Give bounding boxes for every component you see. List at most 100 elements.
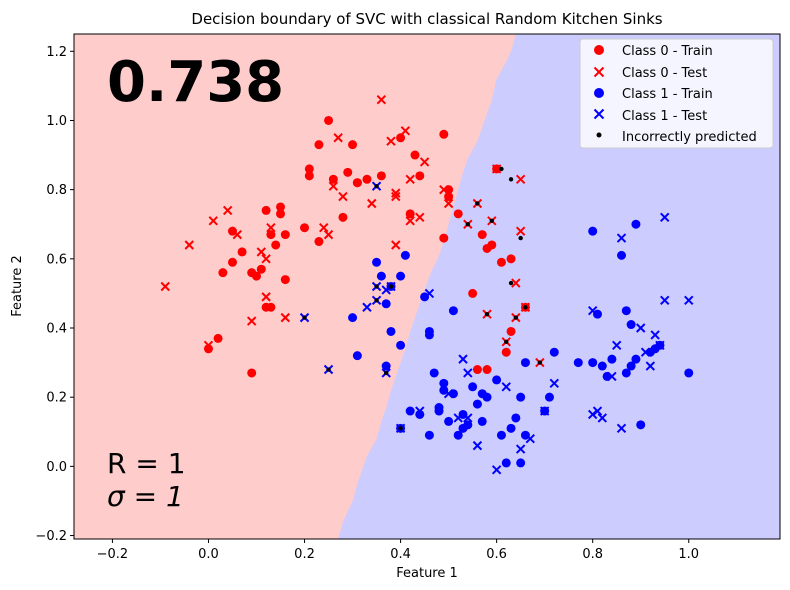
chart-title: Decision boundary of SVC with classical … — [191, 10, 662, 28]
y-tick-label: 0.0 — [46, 460, 67, 475]
point-class-0-train-38 — [439, 233, 449, 243]
point-class-1-test-22 — [539, 406, 550, 416]
point-class-1-test-17 — [472, 440, 483, 451]
point-incorrectly-predicted-13 — [504, 339, 509, 345]
point-class-1-test-23 — [549, 378, 559, 389]
point-class-0-train-3 — [227, 257, 237, 267]
point-class-0-train-20 — [304, 164, 314, 174]
point-class-1-test-20 — [515, 444, 526, 454]
x-tick-label: 0.8 — [582, 547, 603, 562]
point-class-0-test-14 — [328, 181, 339, 191]
r-annotation: R = 1 — [107, 447, 186, 480]
point-class-0-train-26 — [338, 212, 348, 222]
point-incorrectly-predicted-5 — [383, 370, 389, 376]
point-class-1-train-45 — [544, 392, 554, 402]
point-class-1-train-42 — [520, 358, 530, 368]
point-class-1-test-29 — [611, 340, 622, 351]
point-class-1-train-53 — [607, 354, 617, 364]
legend-marker-incorrect — [596, 132, 602, 138]
point-class-1-test-16 — [463, 413, 473, 423]
point-class-1-train-49 — [588, 358, 598, 368]
legend-box — [579, 38, 774, 149]
point-class-1-train-9 — [396, 271, 406, 281]
point-class-1-train-6 — [386, 326, 396, 336]
plot-frame — [73, 33, 781, 540]
point-class-0-train-11 — [261, 205, 271, 215]
point-class-0-train-47 — [487, 240, 497, 250]
point-class-0-train-23 — [314, 237, 324, 247]
point-incorrectly-predicted-8 — [465, 222, 471, 227]
point-class-1-test-35 — [650, 330, 660, 340]
point-class-1-test-39 — [684, 295, 694, 306]
y-axis-label: Feature 2 — [10, 255, 25, 317]
point-incorrectly-predicted-0 — [302, 315, 307, 320]
sigma-annotation: σ = 1 — [107, 480, 184, 513]
point-class-1-test-32 — [636, 323, 646, 333]
point-class-1-train-36 — [496, 430, 506, 440]
point-class-1-test-18 — [491, 465, 502, 475]
point-class-1-train-31 — [472, 399, 482, 409]
legend-marker-class1-train — [594, 88, 604, 98]
point-class-1-test-33 — [640, 347, 651, 357]
y-tick-label: 0.6 — [46, 252, 67, 267]
point-class-0-train-39 — [444, 192, 454, 202]
points-layer — [160, 95, 694, 475]
point-class-1-train-11 — [400, 250, 410, 260]
score-annotation: 0.738 — [107, 50, 284, 115]
point-class-1-test-34 — [645, 361, 656, 371]
x-axis-label: Feature 1 — [396, 566, 458, 581]
point-class-0-test-18 — [376, 95, 387, 105]
point-class-0-test-16 — [338, 191, 348, 202]
point-class-0-train-52 — [506, 326, 516, 336]
point-class-0-train-5 — [237, 247, 247, 257]
point-class-0-train-50 — [501, 347, 511, 357]
point-class-0-train-31 — [362, 174, 372, 184]
point-class-0-test-7 — [256, 247, 267, 257]
point-class-1-train-54 — [617, 250, 627, 260]
x-tick-label: −0.2 — [97, 547, 129, 562]
point-class-1-train-2 — [372, 257, 382, 267]
point-incorrectly-predicted-10 — [484, 311, 490, 317]
point-class-0-train-16 — [276, 209, 286, 219]
x-tick-label: 0.0 — [198, 547, 219, 562]
point-class-0-train-40 — [444, 185, 454, 195]
y-tick-label: 0.2 — [46, 391, 67, 406]
point-class-0-test-24 — [405, 216, 415, 226]
point-class-0-test-17 — [367, 198, 377, 209]
point-class-0-test-3 — [208, 216, 218, 226]
point-class-1-train-3 — [376, 271, 386, 281]
point-class-0-train-37 — [439, 129, 449, 139]
legend: Class 0 - Train Class 0 - Test Class 1 -… — [579, 38, 774, 149]
legend-marker-class1-test — [593, 108, 605, 120]
y-tick-label: 1.2 — [46, 45, 67, 60]
point-class-1-train-35 — [492, 375, 502, 385]
point-class-0-train-28 — [348, 140, 358, 150]
point-class-0-train-36 — [415, 171, 425, 181]
point-class-1-train-5 — [381, 361, 391, 371]
point-incorrectly-predicted-16 — [513, 315, 519, 320]
x-tick-label: 0.2 — [294, 547, 315, 562]
point-class-0-train-15 — [276, 202, 286, 212]
point-class-1-train-51 — [597, 361, 607, 371]
point-class-0-test-34 — [491, 164, 502, 174]
point-class-0-train-6 — [247, 368, 257, 378]
point-class-1-train-32 — [477, 416, 487, 426]
point-class-0-train-34 — [405, 209, 415, 219]
point-class-1-test-24 — [587, 306, 598, 316]
point-class-1-test-28 — [607, 371, 617, 382]
point-class-1-train-65 — [684, 368, 694, 378]
legend-label-class1-train: Class 1 - Train — [622, 87, 713, 102]
legend-label-incorrect: Incorrectly predicted — [622, 130, 757, 145]
y-tick-label: 0.4 — [46, 322, 67, 337]
point-class-1-train-26 — [453, 430, 463, 440]
point-class-1-train-15 — [424, 430, 434, 440]
point-incorrectly-predicted-18 — [523, 305, 528, 310]
point-class-0-train-27 — [343, 167, 353, 177]
point-class-0-test-39 — [515, 174, 526, 184]
point-class-0-train-35 — [410, 150, 420, 160]
point-class-1-train-34 — [482, 392, 492, 402]
point-class-0-test-13 — [323, 229, 334, 240]
y-tick-label: 1.0 — [46, 114, 67, 129]
point-class-1-train-39 — [511, 413, 521, 423]
x-tick-label: 1.0 — [678, 547, 699, 562]
